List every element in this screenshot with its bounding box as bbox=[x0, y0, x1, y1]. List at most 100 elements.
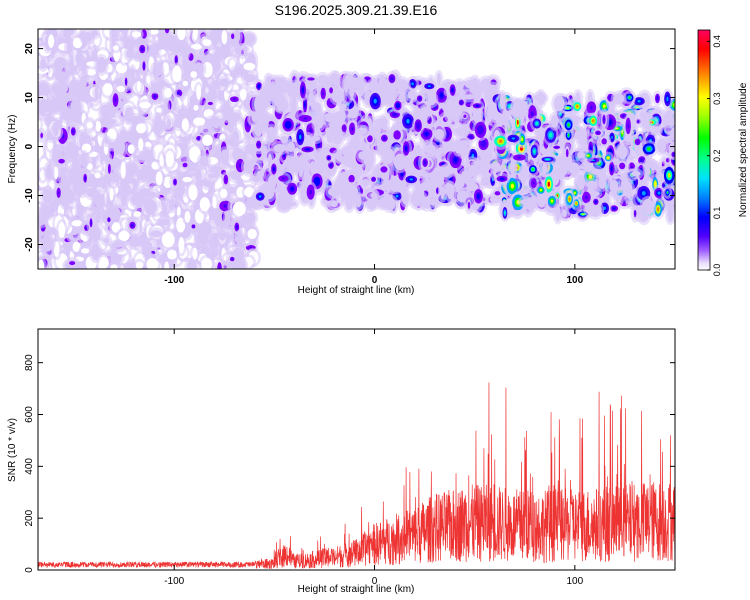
spectrogram-blob bbox=[181, 118, 189, 132]
spectrogram-blob-peak bbox=[315, 178, 319, 184]
spectrogram-blob bbox=[192, 29, 198, 41]
spectrogram-blob bbox=[110, 249, 116, 262]
spectrogram-blob bbox=[312, 102, 322, 112]
spectrogram-blob bbox=[245, 212, 256, 223]
spectrogram-blob-peak bbox=[409, 178, 413, 181]
spectrogram-blob-peak bbox=[58, 191, 60, 195]
spectrogram-blob bbox=[199, 155, 209, 168]
spectrogram-blob-peak bbox=[223, 204, 228, 208]
spectrogram-blob bbox=[95, 212, 101, 224]
spectrogram-blob-peak bbox=[290, 186, 294, 191]
spectrogram-blob bbox=[101, 181, 107, 190]
spectrogram-blob bbox=[238, 261, 246, 269]
spectrogram-blob bbox=[199, 197, 210, 212]
spectrogram-blob bbox=[298, 161, 304, 178]
spectrogram-blob-peak bbox=[382, 167, 386, 172]
spectrogram-blob bbox=[113, 45, 119, 51]
spectrogram-blob-peak bbox=[453, 157, 458, 163]
spectrogram-blob-peak bbox=[309, 189, 312, 195]
spectrogram-blob bbox=[178, 184, 186, 196]
spectrogram-blob-peak bbox=[395, 194, 399, 198]
spectrogram-blob bbox=[243, 73, 257, 83]
spectrogram-blob bbox=[172, 65, 182, 83]
spectrogram-blob bbox=[254, 129, 259, 135]
spectrogram-blob-peak bbox=[463, 115, 466, 118]
spectrogram-blob-peak bbox=[258, 195, 262, 198]
spectrogram-blob bbox=[52, 121, 59, 137]
spectrogram-blob bbox=[440, 186, 445, 200]
spectrogram-blob bbox=[94, 192, 103, 208]
spectrogram-blob-peak bbox=[475, 104, 479, 107]
spectrogram-blob bbox=[247, 228, 257, 240]
spectrogram-blob bbox=[71, 220, 83, 227]
spectrogram-blob bbox=[94, 172, 101, 179]
spectrogram-blob bbox=[277, 79, 291, 94]
spectrogram-blob-peak bbox=[176, 91, 181, 96]
spectrogram-blob bbox=[181, 56, 187, 71]
spectrogram-blob bbox=[38, 119, 41, 130]
spectrogram-blob bbox=[45, 164, 53, 179]
spectrogram-blob-peak bbox=[417, 123, 420, 128]
spectrogram-blob bbox=[116, 85, 125, 93]
spectrogram-blob bbox=[104, 138, 110, 145]
spectrogram-blob bbox=[455, 143, 461, 154]
spectrogram-blob bbox=[80, 248, 90, 254]
spectrogram-blob-peak bbox=[351, 126, 354, 131]
spectrogram-blob bbox=[456, 130, 467, 136]
spectrogram-blob bbox=[129, 128, 134, 138]
spectrogram-blob bbox=[80, 75, 87, 89]
spectrogram-blob bbox=[40, 58, 47, 69]
spectrogram-blob bbox=[420, 106, 429, 119]
spectrogram-blob-peak bbox=[273, 167, 275, 171]
spectrogram-blob-peak bbox=[477, 194, 480, 199]
spectrogram-blob-peak bbox=[373, 98, 377, 104]
spectrogram-blob bbox=[182, 136, 188, 152]
spectrogram-blob bbox=[439, 167, 451, 178]
spectrogram-blob-peak bbox=[411, 82, 414, 86]
spectrogram-blob bbox=[164, 261, 170, 269]
spectrogram-blob bbox=[150, 81, 161, 91]
spectrogram-blob bbox=[95, 120, 102, 132]
spectrogram-blob-peak bbox=[197, 137, 201, 140]
spectrogram-blob bbox=[61, 192, 69, 207]
spectrogram-blob-peak bbox=[460, 101, 463, 104]
spectrogram-blob-peak bbox=[110, 151, 113, 155]
spectrogram-blob-peak bbox=[424, 132, 429, 136]
spectrogram-blob bbox=[131, 192, 144, 206]
spectrogram-blob-peak bbox=[231, 34, 234, 38]
spectrogram-blob bbox=[279, 188, 286, 199]
spectrogram-blob-peak bbox=[303, 117, 308, 120]
spectrogram-blob bbox=[184, 210, 191, 223]
spectrogram-blob bbox=[136, 80, 141, 92]
spectrogram-blob bbox=[363, 150, 373, 167]
spectrogram-blob bbox=[155, 171, 163, 186]
spectrogram-blob bbox=[243, 45, 248, 54]
spectrogram-blob-peak bbox=[125, 79, 127, 85]
spectrogram-blob bbox=[148, 29, 159, 35]
spectrogram-blob-peak bbox=[400, 172, 404, 177]
spectrogram-blob bbox=[138, 138, 144, 152]
spectrogram-blob bbox=[161, 232, 175, 248]
spectrogram-blob bbox=[403, 185, 408, 201]
spectrogram-blob bbox=[354, 139, 361, 149]
spectrogram-blob bbox=[360, 127, 368, 135]
spectrogram-blob-peak bbox=[439, 93, 444, 98]
spectrogram-blob-peak bbox=[372, 177, 375, 181]
figure-title: S196.2025.309.21.39.E16 bbox=[275, 2, 438, 18]
spectrogram-blob bbox=[196, 230, 208, 245]
spectrogram-blob-peak bbox=[231, 257, 234, 261]
spectrogram-blob-peak bbox=[350, 176, 354, 181]
spectrogram-blob bbox=[38, 214, 46, 226]
spectrogram-blob bbox=[220, 149, 230, 165]
spectrogram-blob bbox=[192, 247, 198, 260]
spectrogram-blob bbox=[213, 49, 222, 60]
spectrogram-blob-peak bbox=[304, 102, 306, 108]
spectrogram-blob bbox=[40, 235, 54, 252]
spectrogram-blob-peak bbox=[478, 127, 483, 133]
spectrogram-blob bbox=[102, 83, 113, 96]
spectrogram-blob bbox=[182, 176, 192, 183]
spectrogram-blob bbox=[395, 79, 409, 92]
spectrogram-blob-peak bbox=[395, 132, 400, 138]
spectrogram-blob-peak bbox=[108, 218, 110, 221]
